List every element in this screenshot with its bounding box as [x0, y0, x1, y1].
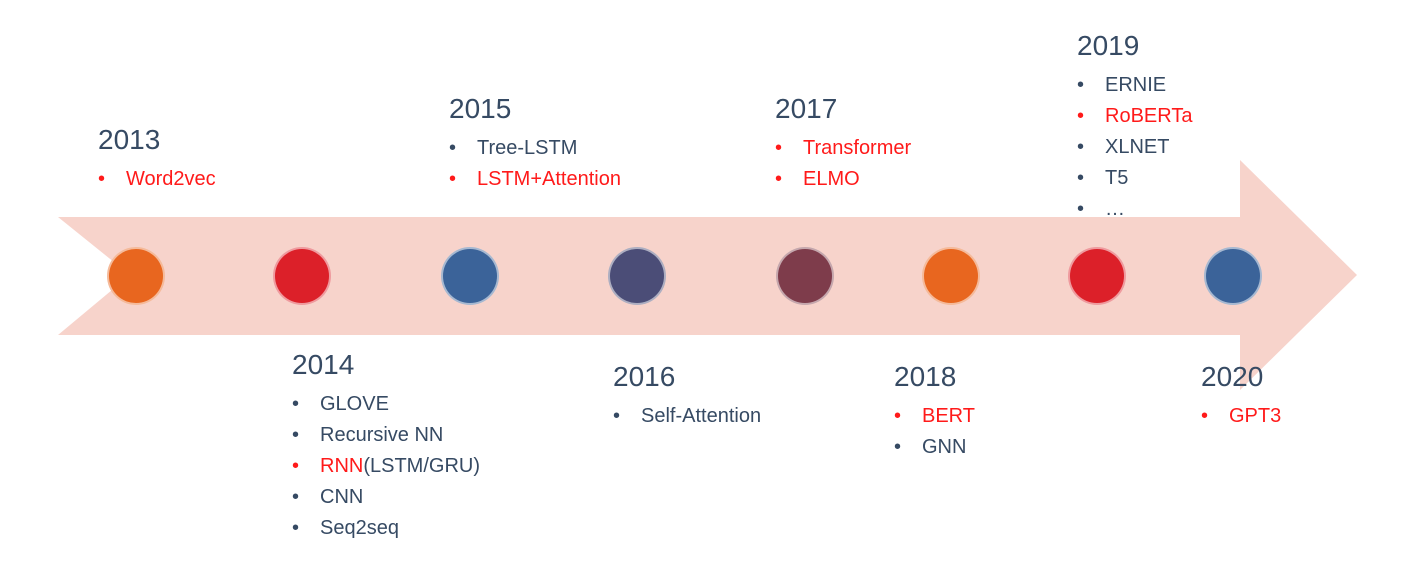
bullet-icon: • — [775, 168, 783, 190]
event-2013: 2013 • Word2vec — [98, 124, 216, 195]
list-item: • GNN — [894, 432, 975, 463]
item-text: T5 — [1105, 167, 1129, 189]
list-item: • ELMO — [775, 164, 911, 195]
item-text: (LSTM/GRU) — [363, 455, 481, 477]
item-list: • Word2vec — [98, 164, 216, 195]
event-2017: 2017 • Transformer • ELMO — [775, 93, 911, 195]
bullet-icon: • — [1077, 74, 1085, 96]
bullet-icon: • — [449, 137, 457, 159]
list-item: •… — [1077, 194, 1192, 225]
year-label: 2016 — [613, 361, 676, 392]
timeline-dot-2013 — [107, 247, 165, 305]
list-item: • Self-Attention — [613, 401, 761, 432]
item-text: XLNET — [1105, 136, 1170, 158]
list-item: • Word2vec — [98, 164, 216, 195]
bullet-icon: • — [292, 393, 300, 415]
bullet-icon: • — [1077, 105, 1085, 127]
bullet-icon: • — [894, 436, 902, 458]
item-text: GNN — [922, 436, 967, 458]
item-text: RoBERTa — [1105, 105, 1193, 127]
timeline-dot-2017 — [776, 247, 834, 305]
item-list: • GLOVE • Recursive NN • RNN(LSTM/GRU) • CNN • Se… — [292, 389, 480, 544]
list-item: • LSTM+Attention — [449, 164, 621, 195]
list-item: • BERT — [894, 401, 975, 432]
bullet-icon: • — [292, 517, 300, 539]
year-label: 2017 — [775, 93, 838, 124]
event-2016: 2016 • Self-Attention — [613, 361, 761, 432]
item-list: • Transformer • ELMO — [775, 133, 911, 195]
bullet-icon: • — [775, 137, 783, 159]
list-item: • Seq2seq — [292, 513, 480, 544]
item-text: Tree-LSTM — [477, 137, 578, 159]
event-2020: 2020 • GPT3 — [1201, 361, 1281, 432]
event-2019: 2019 • ERNIE • RoBERTa • XLNET • T5 •… — [1077, 30, 1192, 225]
timeline-dot-2016 — [608, 247, 666, 305]
list-item: • GLOVE — [292, 389, 480, 420]
bullet-icon: • — [1077, 198, 1085, 220]
item-text: ERNIE — [1105, 74, 1167, 96]
item-text: RNN — [320, 455, 364, 477]
list-item: • CNN — [292, 482, 480, 513]
bullet-icon: • — [1201, 405, 1209, 427]
year-label: 2019 — [1077, 30, 1140, 61]
year-label: 2014 — [292, 349, 355, 380]
item-text: Word2vec — [126, 168, 216, 190]
year-label: 2020 — [1201, 361, 1264, 392]
bullet-icon: • — [292, 455, 300, 477]
item-list: • Self-Attention — [613, 401, 761, 432]
item-text: GPT3 — [1229, 405, 1282, 427]
timeline-dot-2015 — [441, 247, 499, 305]
item-text: Self-Attention — [641, 405, 762, 427]
item-list: • ERNIE • RoBERTa • XLNET • T5 •… — [1077, 70, 1192, 225]
list-item: • ERNIE — [1077, 70, 1192, 101]
item-text: ELMO — [803, 168, 860, 190]
timeline-dot-2014 — [273, 247, 331, 305]
list-item: • Recursive NN — [292, 420, 480, 451]
item-text: GLOVE — [320, 393, 389, 415]
item-list: • GPT3 — [1201, 401, 1281, 432]
year-label: 2013 — [98, 124, 161, 155]
bullet-icon: • — [1077, 136, 1085, 158]
year-label: 2018 — [894, 361, 957, 392]
list-item: • XLNET — [1077, 132, 1192, 163]
bullet-icon: • — [613, 405, 621, 427]
list-item: • RNN(LSTM/GRU) — [292, 451, 480, 482]
list-item: • T5 — [1077, 163, 1192, 194]
timeline-dot-2020 — [1204, 247, 1262, 305]
list-item: • Transformer — [775, 133, 911, 164]
bullet-icon: • — [98, 168, 106, 190]
event-2018: 2018 • BERT • GNN — [894, 361, 975, 463]
bullet-icon: • — [1077, 167, 1085, 189]
item-text: Recursive NN — [320, 424, 444, 446]
item-list: • BERT • GNN — [894, 401, 975, 463]
item-text: Transformer — [803, 137, 912, 159]
bullet-icon: • — [292, 486, 300, 508]
list-item: • GPT3 — [1201, 401, 1281, 432]
list-item: • Tree-LSTM — [449, 133, 621, 164]
bullet-icon: • — [449, 168, 457, 190]
item-text: LSTM+Attention — [477, 168, 621, 190]
bullet-icon: • — [292, 424, 300, 446]
event-2014: 2014 • GLOVE • Recursive NN • RNN(LSTM/GRU) • CN… — [292, 349, 480, 544]
item-list: • Tree-LSTM • LSTM+Attention — [449, 133, 621, 195]
item-text: CNN — [320, 486, 364, 508]
bullet-icon: • — [894, 405, 902, 427]
list-item: • RoBERTa — [1077, 101, 1192, 132]
timeline-dot-2019 — [1068, 247, 1126, 305]
year-label: 2015 — [449, 93, 512, 124]
item-text: … — [1105, 198, 1125, 220]
event-2015: 2015 • Tree-LSTM • LSTM+Attention — [449, 93, 621, 195]
timeline-dot-2018 — [922, 247, 980, 305]
item-text: BERT — [922, 405, 975, 427]
item-text: Seq2seq — [320, 517, 399, 539]
